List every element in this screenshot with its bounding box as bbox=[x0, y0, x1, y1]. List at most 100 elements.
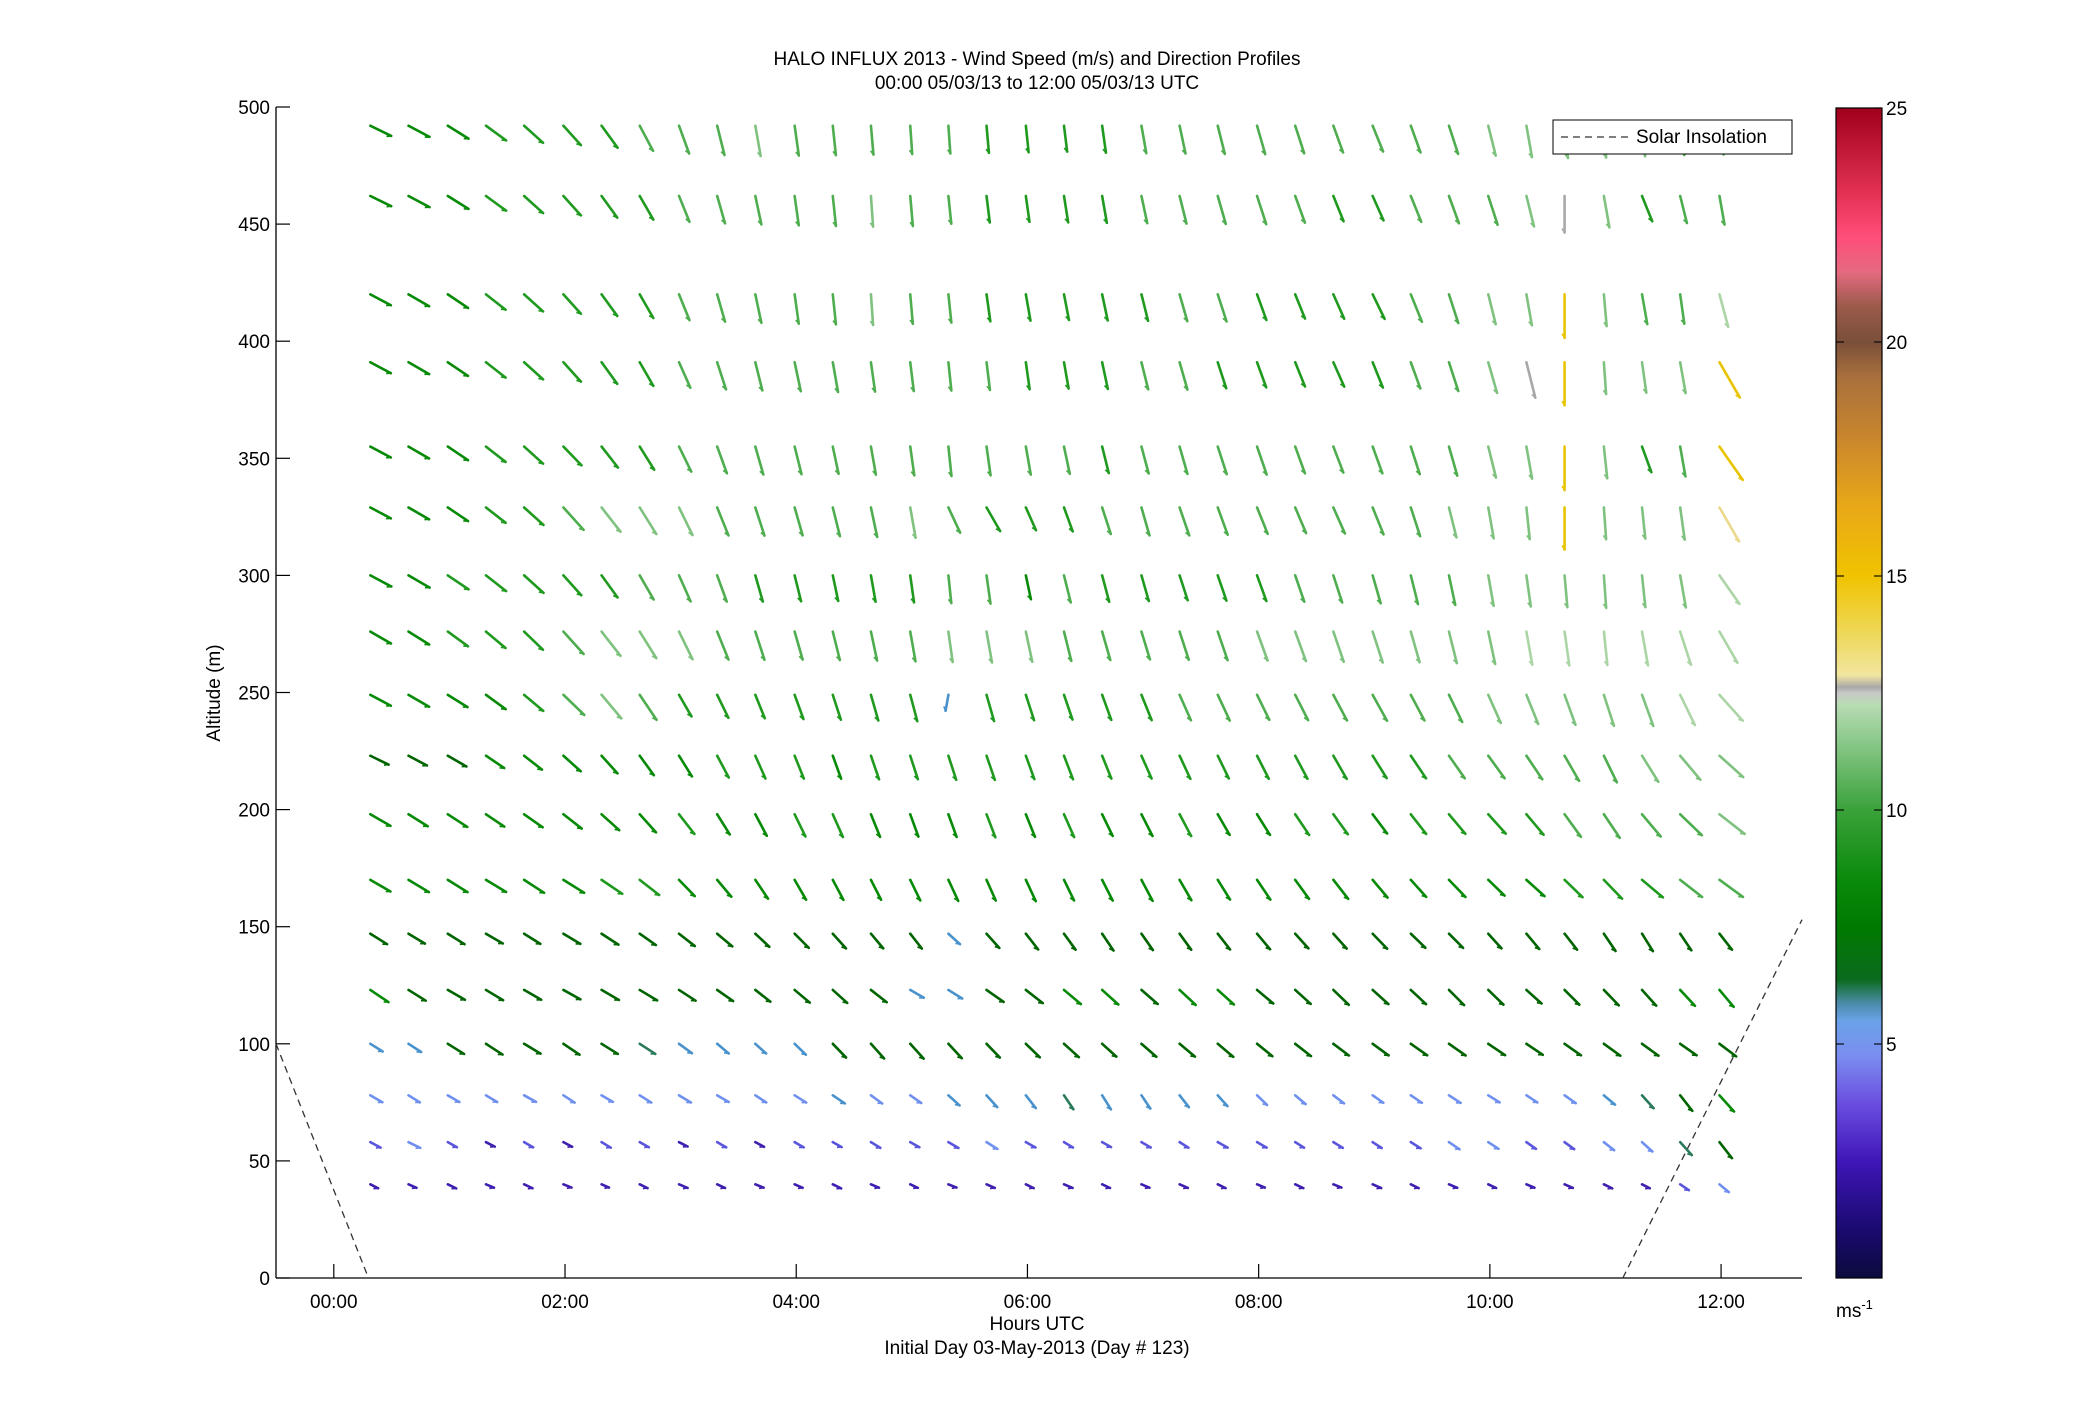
wind-vector bbox=[1486, 445, 1498, 479]
x-tick-label: 06:00 bbox=[1004, 1292, 1052, 1313]
wind-vector-head bbox=[648, 382, 654, 387]
wind-vector bbox=[600, 932, 620, 946]
wind-vector bbox=[522, 630, 545, 652]
wind-vector-head bbox=[804, 946, 809, 949]
wind-vector-head bbox=[842, 1001, 848, 1004]
wind-vector bbox=[677, 630, 694, 661]
wind-vector bbox=[638, 574, 655, 601]
wind-vector bbox=[1486, 1042, 1507, 1057]
wind-vector bbox=[715, 445, 729, 475]
wind-vector bbox=[1255, 194, 1268, 226]
x-axis-label: Hours UTC bbox=[989, 1314, 1084, 1335]
wind-vector bbox=[1371, 878, 1389, 899]
wind-vector-head bbox=[1605, 223, 1611, 228]
wind-vector bbox=[831, 293, 838, 326]
wind-vector-head bbox=[1183, 596, 1189, 601]
wind-vector-head bbox=[612, 215, 618, 219]
wind-vector bbox=[1447, 574, 1457, 607]
wind-vector bbox=[369, 360, 393, 375]
wind-vector bbox=[1525, 445, 1534, 480]
wind-vector-head bbox=[1268, 1002, 1274, 1005]
wind-vector-head bbox=[538, 211, 544, 214]
wind-vector bbox=[1718, 1183, 1731, 1194]
wind-vector bbox=[369, 445, 393, 459]
wind-vector-head bbox=[832, 320, 837, 325]
wind-vector bbox=[1140, 1094, 1152, 1110]
wind-vector-head bbox=[1265, 947, 1271, 951]
wind-vector bbox=[1371, 1183, 1383, 1190]
wind-vector bbox=[446, 630, 470, 648]
wind-vector-head bbox=[1421, 775, 1427, 780]
wind-vector bbox=[562, 932, 582, 946]
wind-vector-head bbox=[986, 471, 992, 476]
wind-vector-head bbox=[489, 1186, 495, 1190]
wind-vector bbox=[1602, 630, 1609, 667]
wind-vector bbox=[1678, 360, 1687, 395]
wind-vector bbox=[1371, 506, 1385, 536]
wind-vector bbox=[793, 360, 803, 393]
wind-vector bbox=[1178, 1094, 1191, 1109]
wind-vector bbox=[1255, 1094, 1269, 1107]
wind-vector bbox=[369, 1140, 382, 1149]
wind-vector-head bbox=[878, 946, 884, 950]
y-tick-label: 300 bbox=[238, 566, 270, 587]
wind-vector-head bbox=[796, 387, 802, 392]
wind-vector bbox=[522, 932, 542, 946]
wind-vector-head bbox=[1681, 535, 1686, 541]
wind-vector-head bbox=[1528, 474, 1533, 480]
wind-vector-head bbox=[1452, 533, 1457, 538]
wind-vector-head bbox=[1301, 657, 1307, 662]
wind-vector-head bbox=[953, 897, 959, 902]
wind-vector bbox=[562, 812, 584, 830]
wind-vector bbox=[1371, 630, 1385, 664]
wind-vector bbox=[369, 1094, 384, 1104]
wind-vector bbox=[407, 124, 431, 139]
wind-vector bbox=[1178, 124, 1187, 155]
wind-vector-head bbox=[1300, 469, 1306, 474]
wind-vector-head bbox=[986, 218, 991, 223]
wind-vector-head bbox=[1458, 946, 1464, 949]
wind-vector-head bbox=[1147, 716, 1153, 721]
wind-vector bbox=[869, 124, 875, 156]
wind-vector-head bbox=[1658, 895, 1664, 899]
wind-vector-head bbox=[955, 942, 961, 945]
wind-vector-head bbox=[1491, 659, 1496, 665]
wind-vector-head bbox=[1302, 775, 1308, 780]
wind-vector bbox=[715, 506, 730, 537]
wind-vector bbox=[1216, 1140, 1229, 1149]
wind-vector bbox=[1447, 754, 1467, 780]
wind-vector bbox=[1447, 360, 1460, 393]
wind-vector-head bbox=[1108, 832, 1114, 837]
wind-vector bbox=[1678, 812, 1704, 837]
wind-vector bbox=[1332, 754, 1349, 781]
wind-vector bbox=[1525, 693, 1540, 726]
wind-vector bbox=[1525, 574, 1533, 608]
wind-vector-head bbox=[873, 656, 878, 662]
wind-vector-head bbox=[1106, 530, 1112, 535]
wind-vector bbox=[1640, 630, 1650, 667]
wind-vector bbox=[1293, 878, 1311, 901]
wind-vector-head bbox=[798, 655, 804, 661]
wind-vector bbox=[1409, 878, 1428, 899]
wind-vector-head bbox=[1648, 1106, 1654, 1110]
wind-vector-head bbox=[538, 377, 544, 381]
x-tick-label: 12:00 bbox=[1697, 1292, 1745, 1313]
colorbar-tick-label: 10 bbox=[1886, 801, 1907, 822]
wind-vector-head bbox=[947, 471, 953, 477]
wind-vector bbox=[1216, 693, 1232, 722]
wind-vector bbox=[715, 878, 733, 899]
wind-vector bbox=[407, 574, 431, 589]
wind-vector bbox=[908, 360, 916, 393]
wind-vector-head bbox=[1144, 469, 1150, 475]
wind-vector bbox=[754, 878, 770, 900]
wind-vector-head bbox=[1105, 597, 1110, 603]
wind-vector-head bbox=[1602, 389, 1607, 395]
wind-vector bbox=[1409, 445, 1422, 476]
wind-vector bbox=[369, 1042, 384, 1053]
wind-vector bbox=[715, 194, 727, 225]
wind-vector-head bbox=[1728, 1004, 1734, 1008]
wind-vector bbox=[715, 693, 730, 720]
wind-vector bbox=[831, 1042, 848, 1059]
wind-vector bbox=[484, 194, 508, 212]
wind-vector bbox=[1525, 360, 1537, 400]
